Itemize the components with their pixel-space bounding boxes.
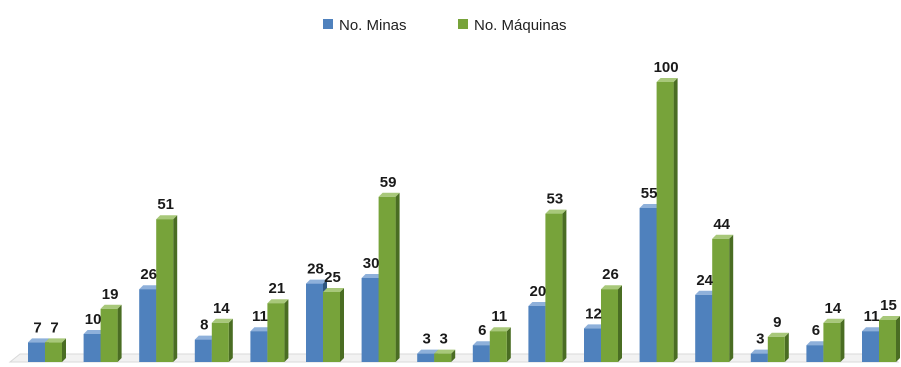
data-label-maquinas-2: 19 [102, 286, 119, 303]
data-label-maquinas-11: 26 [602, 266, 619, 283]
bar-maquinas-14 [767, 332, 789, 362]
bar-maquinas-11 [601, 285, 622, 362]
data-label-maquinas-10: 53 [547, 191, 564, 208]
legend-swatch-minas [323, 19, 333, 29]
bar-maquinas-6 [323, 288, 344, 362]
data-label-minas-1: 7 [33, 319, 41, 336]
bar-maquinas-15 [823, 318, 845, 362]
data-label-minas-4: 8 [200, 317, 208, 334]
data-label-minas-15: 6 [812, 322, 820, 339]
bar-maquinas-4 [211, 318, 233, 362]
data-label-minas-11: 12 [585, 305, 602, 322]
bar-maquinas-12 [656, 78, 678, 362]
data-label-maquinas-3: 51 [157, 196, 174, 213]
data-label-maquinas-8: 3 [440, 331, 448, 348]
bar-maquinas-5 [267, 299, 289, 362]
data-label-maquinas-7: 59 [380, 174, 397, 191]
data-label-maquinas-12: 100 [654, 59, 679, 76]
data-label-minas-14: 3 [756, 331, 764, 348]
data-label-minas-10: 20 [530, 283, 547, 300]
data-label-maquinas-1: 7 [50, 319, 58, 336]
data-label-minas-6: 28 [307, 261, 324, 278]
legend: No. Minas No. Máquinas [323, 17, 567, 34]
data-label-maquinas-14: 9 [773, 314, 781, 331]
legend-label-maquinas: No. Máquinas [474, 17, 567, 34]
legend-label-minas: No. Minas [339, 17, 407, 34]
bar-maquinas-2 [100, 304, 122, 362]
bar-maquinas-10 [545, 209, 567, 362]
data-label-maquinas-4: 14 [213, 300, 230, 317]
bar-maquinas-9 [489, 327, 511, 362]
data-label-maquinas-6: 25 [324, 269, 341, 286]
bar-maquinas-16 [879, 316, 900, 362]
bar-maquinas-1 [45, 338, 66, 362]
bar-maquinas-3 [156, 215, 178, 362]
data-label-minas-9: 6 [478, 322, 486, 339]
data-label-maquinas-5: 21 [269, 280, 286, 297]
data-label-minas-12: 55 [641, 185, 658, 202]
bar-maquinas-7 [378, 192, 400, 362]
data-label-maquinas-9: 11 [491, 308, 507, 325]
legend-swatch-maquinas [458, 19, 468, 29]
data-label-minas-2: 10 [85, 311, 102, 328]
data-label-maquinas-15: 14 [825, 300, 842, 317]
bar-maquinas-13 [712, 234, 734, 362]
data-label-minas-5: 11 [252, 308, 268, 325]
bar-maquinas-8 [434, 349, 456, 362]
data-label-minas-8: 3 [423, 331, 431, 348]
data-label-minas-13: 24 [696, 272, 713, 289]
data-label-maquinas-13: 44 [713, 216, 730, 233]
data-label-maquinas-16: 15 [880, 297, 897, 314]
bars-group [28, 78, 900, 362]
data-label-minas-7: 30 [363, 255, 380, 272]
data-label-minas-16: 11 [864, 308, 880, 325]
data-label-minas-3: 26 [140, 266, 157, 283]
